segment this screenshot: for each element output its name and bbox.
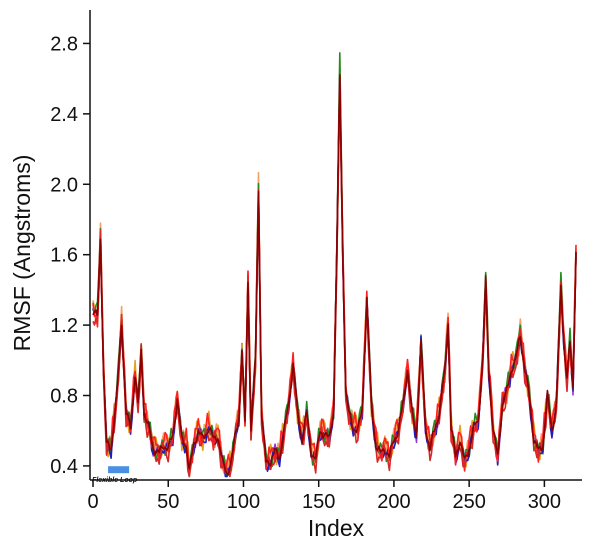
- y-tick-label: 0.4: [50, 456, 78, 478]
- series-layer: [92, 52, 577, 478]
- y-tick-label: 1.2: [50, 315, 78, 337]
- rmsf-series-line: [92, 52, 577, 478]
- x-tick-label: 250: [452, 491, 485, 513]
- y-tick-label: 2.8: [50, 33, 78, 55]
- axes-layer: [89, 10, 582, 481]
- y-tick-label: 2.4: [50, 104, 78, 126]
- rmsf-series-line: [92, 74, 577, 476]
- flexible-loop-bar: [108, 466, 130, 474]
- x-tick-label: 100: [227, 491, 260, 513]
- x-tick-label: 0: [87, 491, 98, 513]
- y-tick-label: 1.6: [50, 245, 78, 267]
- y-tick-label: 2.0: [50, 174, 78, 196]
- flexible-loop-annotation: Flexible Loop: [92, 466, 138, 484]
- y-tick-label: 0.8: [50, 386, 78, 408]
- x-axis-title: Index: [308, 515, 365, 541]
- x-tick-label: 50: [157, 491, 179, 513]
- y-axis-title: RMSF (Angstroms): [9, 155, 35, 352]
- x-tick-label: 300: [528, 491, 561, 513]
- ticks-layer: 0.4 0.8 1.2 1.6 2.0 2.4 2.8 0 50 100 150 200 250 300: [50, 33, 561, 513]
- flexible-loop-label: Flexible Loop: [92, 477, 138, 484]
- x-tick-label: 200: [377, 491, 410, 513]
- x-tick-label: 150: [302, 491, 335, 513]
